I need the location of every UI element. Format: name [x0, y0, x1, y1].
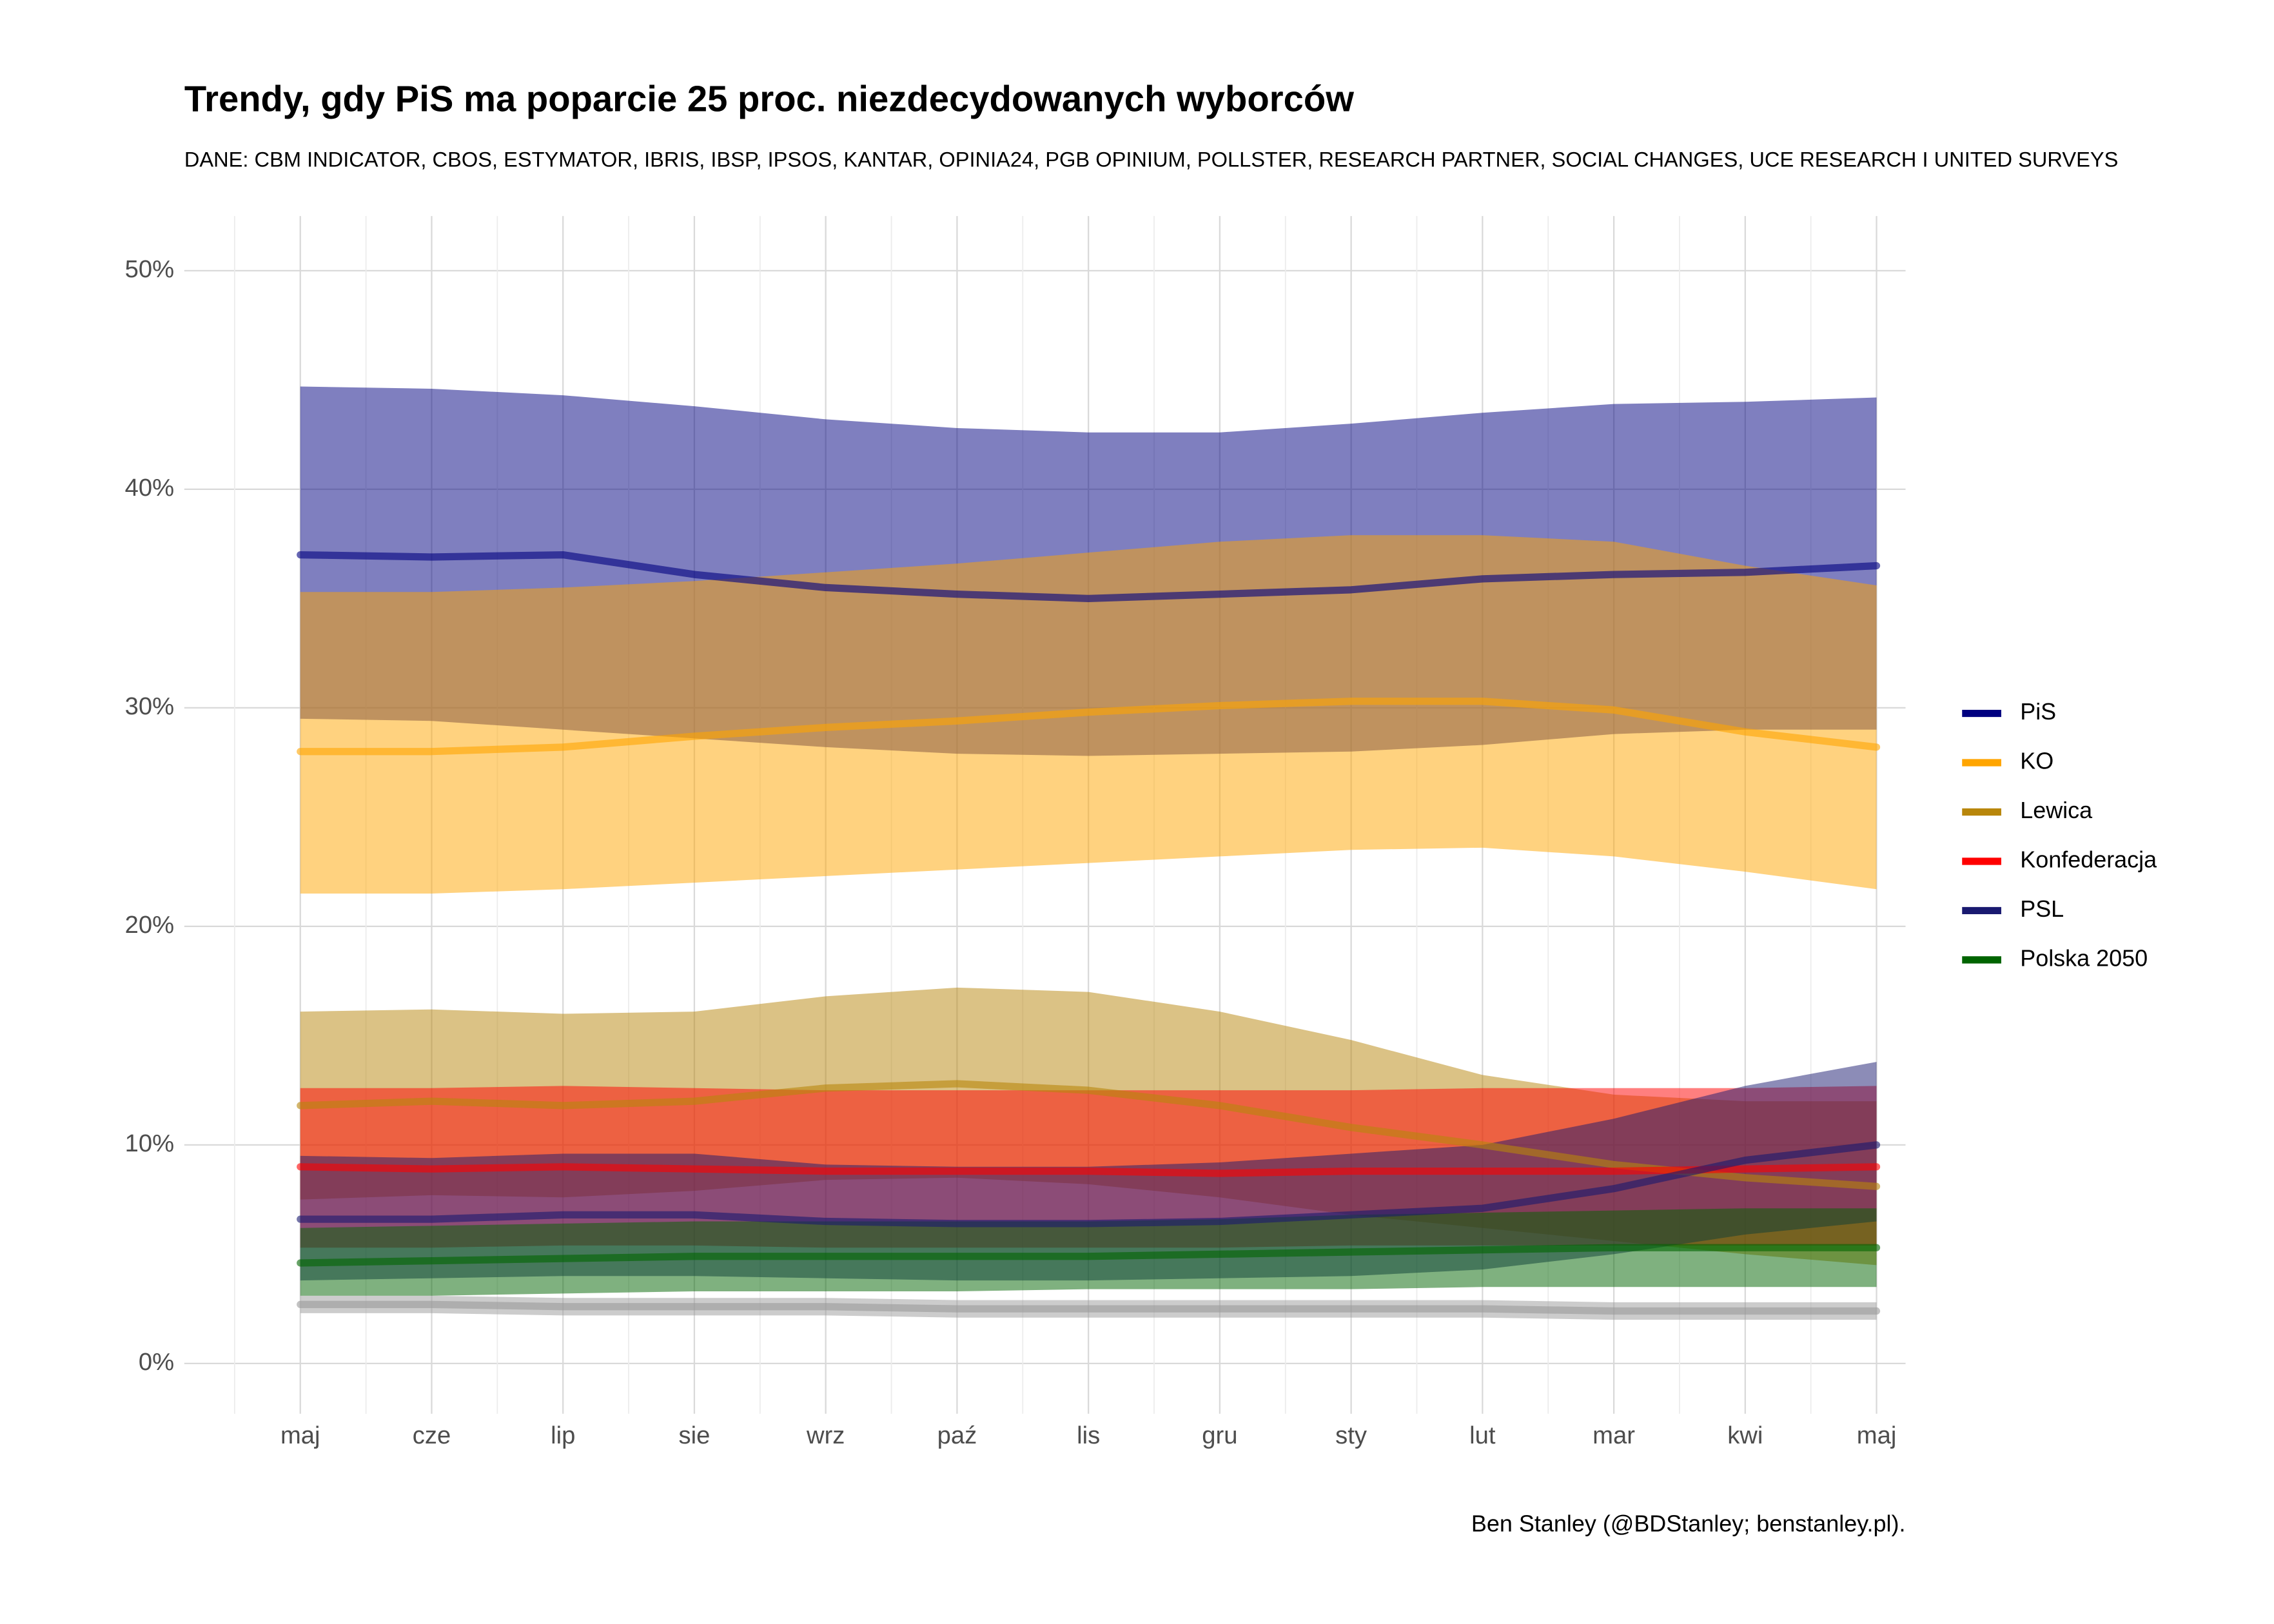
chart-subtitle: DANE: CBM INDICATOR, CBOS, ESTYMATOR, IB…: [184, 147, 2119, 171]
x-tick-label: lip: [551, 1422, 575, 1449]
y-tick-label: 0%: [139, 1348, 174, 1376]
x-tick-label: wrz: [806, 1422, 845, 1449]
trend-line: [297, 1141, 1881, 1228]
x-tick-label: gru: [1202, 1422, 1237, 1449]
legend-label: PSL: [2020, 895, 2064, 922]
y-tick-label: 10%: [125, 1130, 175, 1157]
x-tick-label: sie: [679, 1422, 711, 1449]
trend-line: [297, 1080, 1881, 1190]
legend-label: PiS: [2020, 698, 2056, 725]
x-tick-label: paź: [937, 1422, 977, 1449]
x-tick-label: maj: [1857, 1422, 1897, 1449]
trend-line: [297, 1244, 1881, 1267]
legend-label: Konfederacja: [2020, 846, 2157, 872]
trend-line: [297, 1300, 1881, 1315]
y-tick-label: 30%: [125, 692, 175, 720]
y-tick-label: 50%: [125, 255, 175, 283]
legend: PiS KO Lewica Konfederacja PSL Polska 2050: [1962, 698, 2157, 971]
x-tick-label: lut: [1469, 1422, 1496, 1449]
lines: [297, 551, 1881, 1315]
axes: 0% 10% 20% 30% 40% 50% maj cze lip sie wrz paź lis gr…: [125, 255, 1897, 1449]
x-tick-label: cze: [413, 1422, 451, 1449]
trend-line: [297, 551, 1881, 603]
x-tick-label: maj: [280, 1422, 320, 1449]
y-tick-label: 40%: [125, 474, 175, 502]
x-tick-label: sty: [1335, 1422, 1367, 1449]
x-tick-label: kwi: [1727, 1422, 1763, 1449]
legend-label: Lewica: [2020, 797, 2092, 823]
legend-label: KO: [2020, 748, 2053, 774]
trend-line: [297, 698, 1881, 756]
x-tick-label: mar: [1593, 1422, 1635, 1449]
chart-title: Trendy, gdy PiS ma poparcie 25 proc. nie…: [184, 78, 1354, 119]
confidence-band: [300, 1208, 1877, 1296]
caption: Ben Stanley (@BDStanley; benstanley.pl).: [1471, 1511, 1906, 1537]
x-tick-label: lis: [1077, 1422, 1100, 1449]
y-tick-label: 20%: [125, 911, 175, 939]
legend-label: Polska 2050: [2020, 944, 2148, 971]
trend-line: [297, 1163, 1881, 1177]
